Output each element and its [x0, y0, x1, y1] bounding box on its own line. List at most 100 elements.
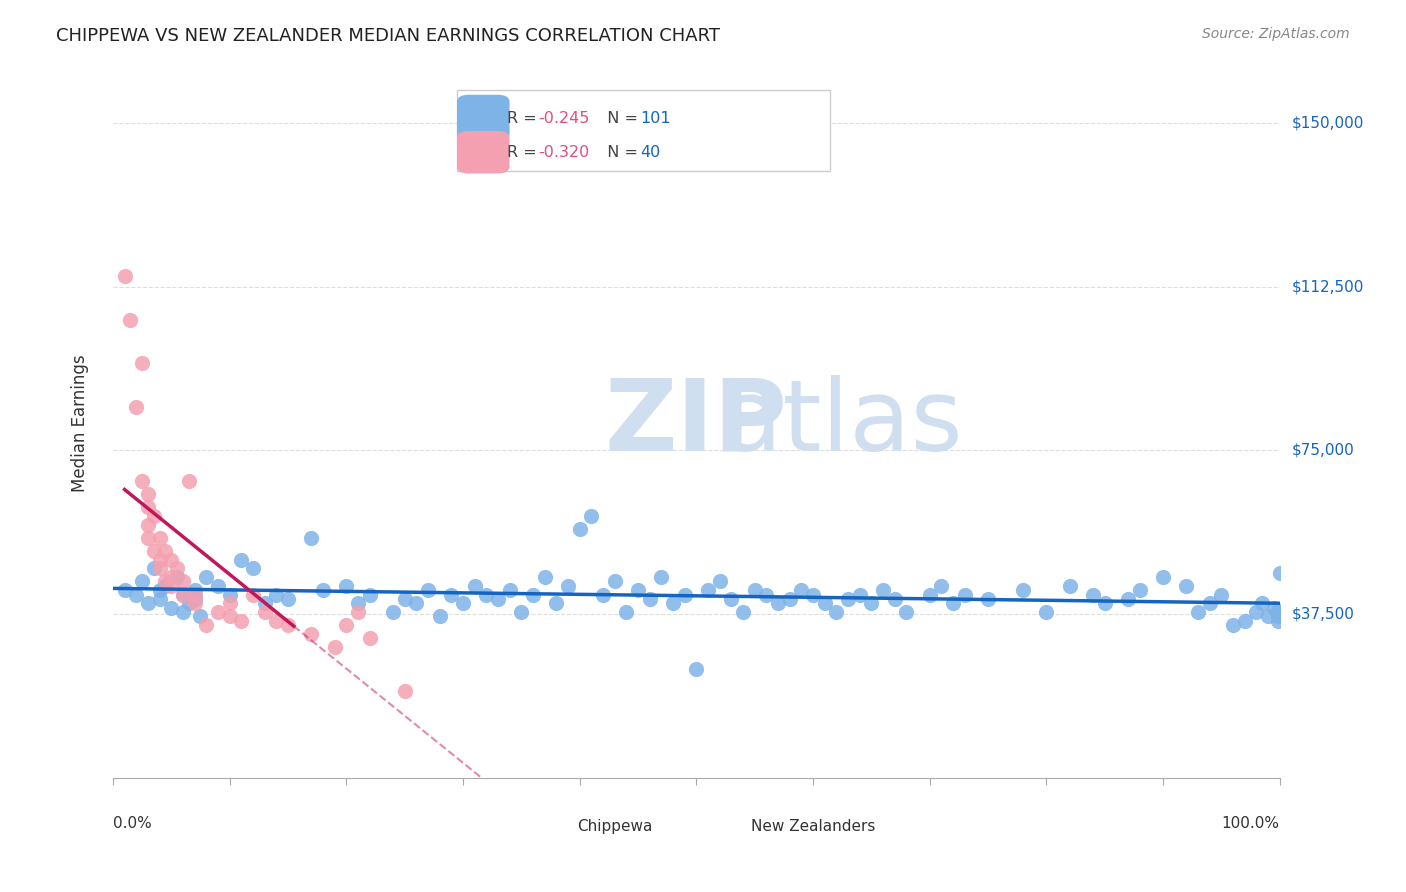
Point [183, 588, 205, 602]
Point [546, 596, 568, 610]
Point [1059, 579, 1081, 593]
Point [155, 544, 177, 558]
Point [148, 583, 170, 598]
Point [253, 596, 276, 610]
Point [142, 508, 165, 523]
Text: $75,000: $75,000 [1291, 443, 1354, 458]
Point [1129, 583, 1152, 598]
Point [166, 561, 188, 575]
Point [148, 552, 170, 566]
Point [218, 596, 240, 610]
Text: 100.0%: 100.0% [1222, 815, 1279, 830]
Point [416, 583, 439, 598]
Text: $112,500: $112,500 [1291, 279, 1364, 294]
Point [183, 596, 205, 610]
Point [848, 588, 870, 602]
Point [638, 591, 661, 606]
Point [335, 579, 357, 593]
Point [953, 588, 976, 602]
Text: Chippewa: Chippewa [576, 819, 652, 834]
Point [172, 605, 194, 619]
Point [359, 588, 381, 602]
Point [1081, 588, 1104, 602]
Point [218, 588, 240, 602]
Point [131, 474, 153, 488]
Point [883, 591, 905, 606]
Text: ZIP: ZIP [605, 375, 787, 472]
Point [160, 579, 183, 593]
Point [510, 605, 533, 619]
Point [662, 596, 685, 610]
Point [475, 588, 498, 602]
Text: R =: R = [508, 145, 543, 160]
Text: atlas: atlas [721, 375, 963, 472]
Point [1012, 583, 1035, 598]
Point [277, 618, 299, 632]
Point [183, 583, 205, 598]
Point [394, 683, 416, 698]
Point [603, 574, 626, 589]
Point [755, 588, 778, 602]
Point [1251, 596, 1274, 610]
Point [231, 614, 253, 628]
Point [1094, 596, 1116, 610]
Point [872, 583, 894, 598]
Point [790, 583, 813, 598]
Point [177, 596, 200, 610]
Point [347, 596, 370, 610]
Point [568, 522, 591, 536]
Point [136, 500, 159, 515]
Point [464, 579, 486, 593]
Point [136, 531, 159, 545]
Point [451, 596, 474, 610]
Point [114, 268, 136, 283]
Point [148, 531, 170, 545]
Point [579, 508, 602, 523]
Point [177, 474, 200, 488]
Point [860, 596, 883, 610]
Point [195, 618, 218, 632]
Point [142, 561, 165, 575]
Point [1263, 600, 1285, 615]
Point [696, 583, 718, 598]
Text: N =: N = [598, 145, 643, 160]
Point [172, 588, 194, 602]
Point [498, 583, 520, 598]
Point [486, 591, 509, 606]
Point [359, 631, 381, 645]
Point [166, 570, 188, 584]
Point [347, 605, 370, 619]
Point [1267, 614, 1289, 628]
Point [1116, 591, 1139, 606]
Point [405, 596, 427, 610]
Point [918, 588, 941, 602]
Point [183, 591, 205, 606]
Point [172, 588, 194, 602]
Point [837, 591, 859, 606]
Point [155, 574, 177, 589]
Text: -0.320: -0.320 [538, 145, 591, 160]
Point [207, 605, 229, 619]
Point [673, 588, 696, 602]
Y-axis label: Median Earnings: Median Earnings [72, 354, 89, 492]
Point [1257, 609, 1279, 624]
Point [160, 600, 183, 615]
Point [148, 561, 170, 575]
Text: $150,000: $150,000 [1291, 116, 1364, 130]
Point [533, 570, 555, 584]
Point [1233, 614, 1256, 628]
Point [522, 588, 544, 602]
Point [1267, 609, 1289, 624]
FancyBboxPatch shape [714, 821, 758, 853]
Point [160, 570, 183, 584]
Point [299, 627, 322, 641]
Point [131, 574, 153, 589]
Text: $37,500: $37,500 [1291, 607, 1354, 622]
Point [381, 605, 404, 619]
Point [1035, 605, 1057, 619]
FancyBboxPatch shape [457, 95, 509, 141]
Point [231, 552, 253, 566]
Point [1152, 570, 1174, 584]
Point [1265, 605, 1288, 619]
Point [614, 605, 637, 619]
